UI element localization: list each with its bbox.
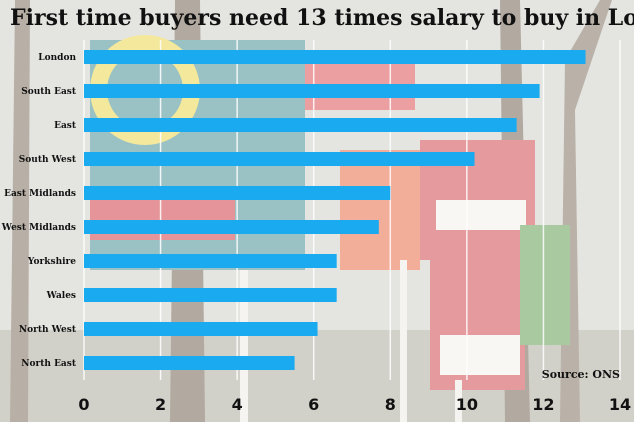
x-tick-label: 10 [456,395,478,414]
bar [84,118,517,132]
category-label: North East [21,359,77,369]
category-label: East Midlands [4,189,76,199]
x-tick-label: 2 [155,395,166,414]
bar [84,186,391,200]
bar [84,152,475,166]
bar [84,322,318,336]
bar [84,356,295,370]
chart-title: First time buyers need 13 times salary t… [10,5,634,31]
x-tick-label: 4 [232,395,243,414]
category-label: North West [19,325,77,335]
bar [84,254,337,268]
category-labels: London South East East South West East Midla… [1,53,77,369]
x-axis-ticks: 0 2 4 6 8 10 12 14 [78,395,631,414]
bar [84,50,586,64]
x-tick-label: 6 [308,395,319,414]
bar [84,288,337,302]
category-label: Wales [46,291,76,301]
bars [84,50,586,370]
category-label: South West [19,155,77,165]
x-tick-label: 14 [609,395,631,414]
category-label: West Midlands [1,223,76,233]
category-label: East [54,121,77,131]
bar [84,220,379,234]
source-note: Source: ONS [542,368,620,381]
category-label: Yorkshire [27,257,76,267]
category-label: South East [21,87,77,97]
category-label: London [38,53,76,63]
bar [84,84,540,98]
x-tick-label: 8 [385,395,396,414]
x-tick-label: 0 [78,395,89,414]
x-tick-label: 12 [532,395,554,414]
